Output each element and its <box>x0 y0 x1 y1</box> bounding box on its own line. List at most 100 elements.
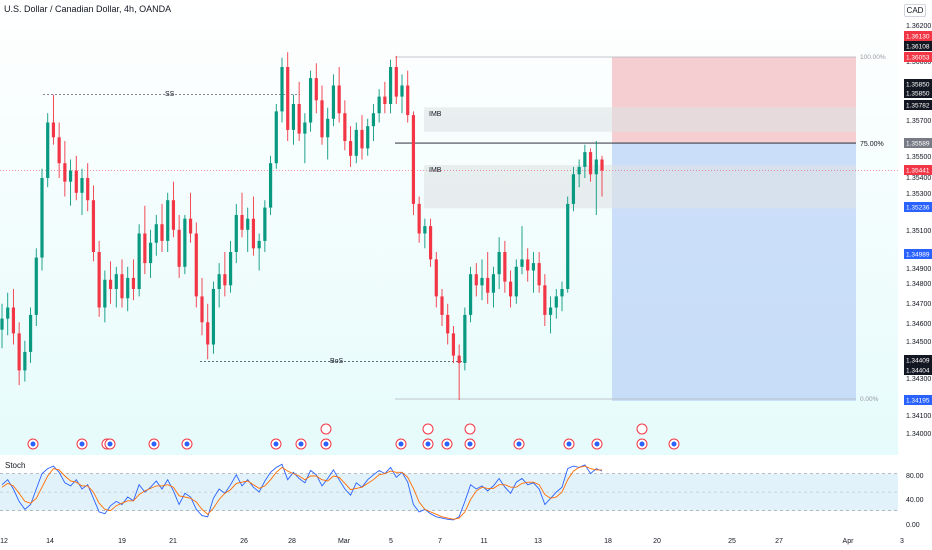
event-dot <box>151 441 157 447</box>
price-tag <box>904 41 932 51</box>
price-tag-value: 1.36130 <box>906 34 930 41</box>
candle-body <box>343 113 347 141</box>
candle-body <box>434 259 438 297</box>
currency-button[interactable]: CAD <box>904 4 926 17</box>
imbalance-zone <box>424 107 856 132</box>
candle-body <box>468 274 473 315</box>
price-tag-value: 1.35236 <box>906 205 930 212</box>
price-tick-label: 1.34100 <box>906 413 931 420</box>
price-tag <box>904 88 932 98</box>
candle-body <box>34 257 38 315</box>
candle-body <box>560 289 564 297</box>
time-tick-label: 25 <box>728 538 736 545</box>
candle-body <box>86 178 90 201</box>
price-tag-value: 1.35850 <box>906 91 930 98</box>
candle-body <box>274 111 278 164</box>
price-tag <box>904 31 932 41</box>
price-tick-label: 1.35400 <box>906 175 931 182</box>
candle-body <box>68 170 73 182</box>
candle-body <box>103 279 107 308</box>
event-flag-icon <box>464 423 476 435</box>
candle-body <box>126 277 130 299</box>
candle-body <box>280 67 284 112</box>
price-tag <box>904 395 932 405</box>
event-dot <box>566 441 572 447</box>
candle-body <box>423 226 427 234</box>
candle-body <box>314 78 318 101</box>
candle-body <box>80 178 84 193</box>
price-tag <box>904 100 932 110</box>
candle-body <box>291 104 296 130</box>
candle-body <box>286 67 290 130</box>
candle-body <box>411 115 416 204</box>
candle-body <box>160 224 164 241</box>
event-dot <box>323 441 329 447</box>
position-zones <box>424 57 856 401</box>
candle-body <box>486 277 490 293</box>
event-dot <box>79 441 85 447</box>
price-tick-label: 1.35100 <box>906 228 931 235</box>
time-tick-label: Apr <box>843 538 855 545</box>
candle-body <box>520 259 524 267</box>
candle-body <box>17 333 21 371</box>
candle-body <box>91 200 96 252</box>
event-dot <box>467 441 473 447</box>
time-tick-label: 11 <box>480 538 487 545</box>
event-flag-icon <box>513 438 525 450</box>
candle-body <box>200 296 204 323</box>
price-tag <box>904 249 932 259</box>
imb-upper-label: IMB <box>429 111 442 118</box>
price-tag-value: 1.34195 <box>906 398 930 405</box>
candle-body <box>97 252 101 308</box>
price-tick-label: 1.34500 <box>906 339 931 346</box>
candle-body <box>388 67 393 104</box>
candle-body <box>446 314 450 334</box>
price-tag-value: 1.35850 <box>906 82 930 89</box>
imb-lower-label: IMB <box>429 167 442 174</box>
candle-body <box>366 126 370 149</box>
price-tag-value: 1.36108 <box>906 44 930 51</box>
candle-body <box>360 129 364 149</box>
time-tick-label: 19 <box>118 538 126 545</box>
candle-body <box>417 203 421 234</box>
candle-body <box>497 252 501 275</box>
candle-body <box>6 307 10 319</box>
event-dot <box>298 441 304 447</box>
economic-events-row[interactable] <box>27 423 680 450</box>
event-flag-icon <box>636 438 648 450</box>
price-tag-value: 1.35589 <box>906 141 930 148</box>
imbalance-zone <box>424 165 856 209</box>
price-tick-label: 1.34000 <box>906 431 931 438</box>
price-tick-label: 1.35700 <box>906 118 931 125</box>
price-tick-label: 1.34900 <box>906 266 931 273</box>
event-dot <box>594 441 600 447</box>
candle-body <box>108 279 113 289</box>
candle-body <box>257 240 261 249</box>
candle-body <box>0 318 4 330</box>
candle-body <box>394 67 398 97</box>
candle-body <box>480 277 484 286</box>
candle-body <box>526 259 530 271</box>
time-tick-label: 7 <box>438 538 442 545</box>
candle-body <box>28 314 33 352</box>
candle-body <box>463 314 467 363</box>
time-tick-label: 12 <box>0 538 8 545</box>
candle-body <box>474 274 478 286</box>
event-flag-icon <box>104 438 116 450</box>
time-tick-label: 28 <box>288 538 296 545</box>
price-tag-value: 1.34404 <box>906 368 930 375</box>
event-flag-icon <box>395 438 407 450</box>
candle-body <box>171 200 176 230</box>
candle-body <box>57 137 61 164</box>
candle-body <box>543 285 547 315</box>
time-axis[interactable]: 12 14 19 21 26 28 Mar 5 7 11 13 18 20 25 27 Apr 3 <box>0 538 904 545</box>
candle-body <box>297 104 301 134</box>
event-dot <box>107 441 113 447</box>
time-tick-label: 13 <box>534 538 542 545</box>
candle-body <box>554 296 558 308</box>
price-tag <box>904 365 932 375</box>
candle-body <box>337 85 341 114</box>
event-flag-icon <box>76 438 88 450</box>
candle-body <box>331 85 336 119</box>
